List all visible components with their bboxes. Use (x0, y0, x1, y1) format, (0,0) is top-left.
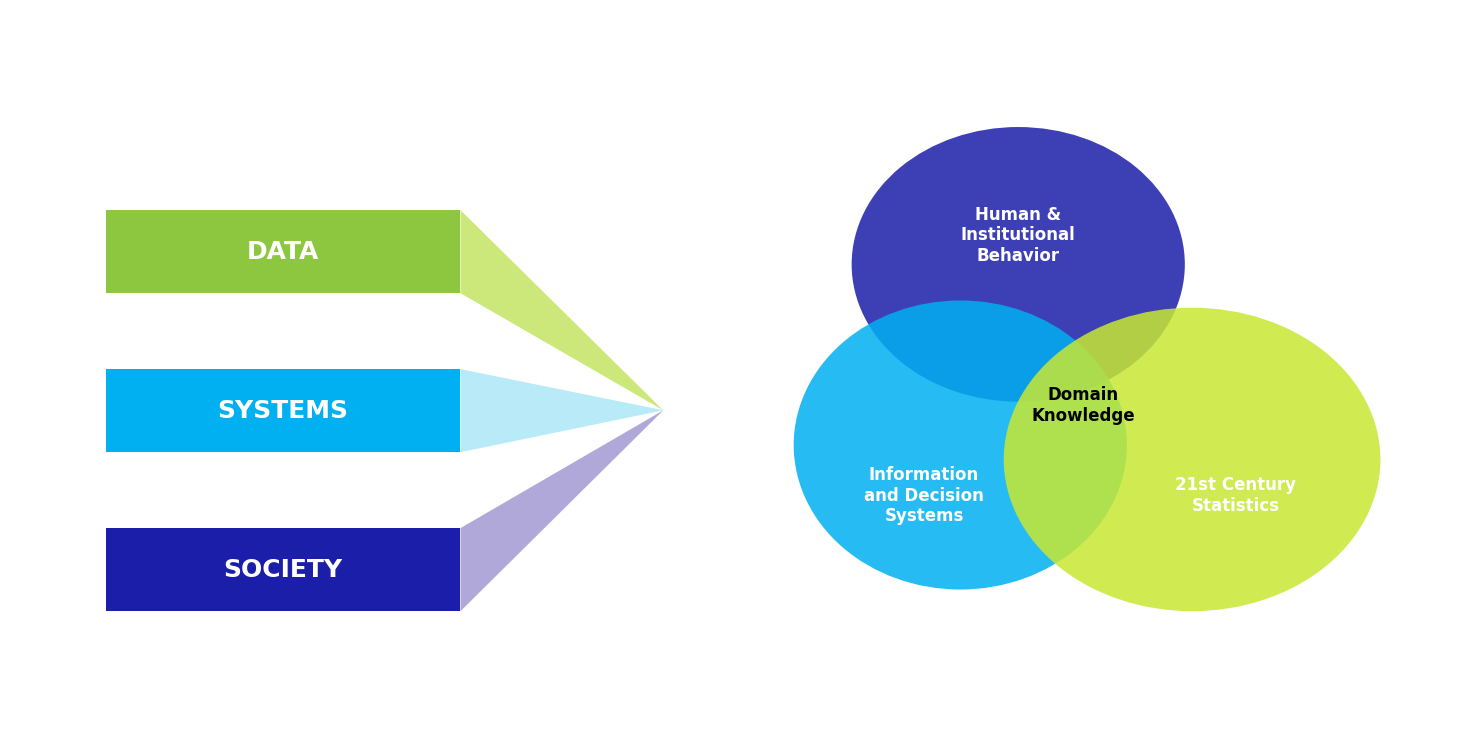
Text: SOCIETY: SOCIETY (223, 558, 342, 582)
Text: Information
and Decision
Systems: Information and Decision Systems (864, 466, 983, 526)
Ellipse shape (794, 300, 1126, 589)
FancyBboxPatch shape (105, 210, 460, 293)
Polygon shape (460, 410, 663, 611)
Polygon shape (460, 369, 663, 452)
Ellipse shape (1004, 308, 1380, 611)
Text: 21st Century
Statistics: 21st Century Statistics (1174, 476, 1297, 515)
FancyBboxPatch shape (105, 528, 460, 611)
Text: SYSTEMS: SYSTEMS (217, 398, 348, 423)
Polygon shape (460, 210, 663, 410)
FancyBboxPatch shape (105, 369, 460, 452)
Text: Human &
Institutional
Behavior: Human & Institutional Behavior (960, 205, 1075, 265)
Text: DATA: DATA (246, 240, 319, 264)
Text: Domain
Knowledge: Domain Knowledge (1032, 386, 1135, 425)
Ellipse shape (852, 127, 1185, 401)
